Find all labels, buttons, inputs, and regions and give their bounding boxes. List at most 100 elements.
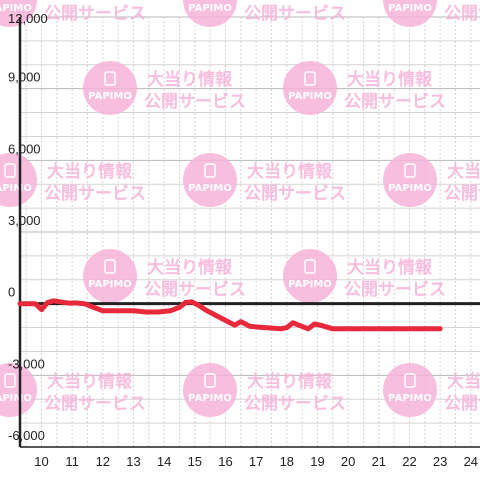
x-tick-label: 20 [341,454,355,469]
watermark-logo-circle [0,0,37,27]
x-tick-label: 11 [65,454,79,469]
watermark-line2: 公開サービス [444,184,480,204]
watermark-brand: PAPIMO [188,3,232,14]
watermark-line1: 大当り情報 [247,161,333,182]
watermark-logo-icon [4,373,16,388]
watermark-line2: 公開サービス [44,394,146,414]
watermark-logo-icon [404,373,416,388]
x-tick-label: 14 [157,454,171,469]
x-tick-label: 18 [280,454,294,469]
watermark-logo-icon [204,373,216,388]
watermark-line2: 公開サービス [344,92,446,112]
watermark-brand: PAPIMO [388,3,432,14]
y-tick-label: 3,000 [8,213,41,228]
watermark-line2: 公開サービス [44,184,146,204]
watermark-logo-circle [183,0,237,27]
x-tick-label: 15 [188,454,202,469]
watermark-line1: 大当り情報 [347,257,433,278]
watermark-logo-circle [283,61,337,115]
watermark-logo-icon [304,259,316,274]
watermark-pattern: PAPIMO大当り情報公開サービスPAPIMO大当り情報公開サービスPAPIMO… [0,0,480,417]
watermark-brand: PAPIMO [0,183,32,194]
watermark-line2: 公開サービス [244,184,346,204]
watermark-line2: 公開サービス [244,394,346,414]
watermark-logo-circle [183,153,237,207]
watermark-line1: 大当り情報 [447,161,480,182]
watermark-logo-icon [104,259,116,274]
watermark-logo-circle [0,153,37,207]
x-tick-label: 17 [249,454,263,469]
watermark-brand: PAPIMO [388,393,432,404]
watermark-brand: PAPIMO [0,393,32,404]
watermark-logo-circle [83,61,137,115]
watermark-line1: 大当り情報 [347,69,433,90]
watermark-line1: 大当り情報 [47,371,133,392]
watermark-logo-circle [383,363,437,417]
watermark-logo-circle [183,363,237,417]
series-layer [17,298,443,332]
x-tick-label: 21 [372,454,386,469]
watermark-brand: PAPIMO [0,3,32,14]
watermark-logo-icon [304,71,316,86]
watermark-brand: PAPIMO [288,279,332,290]
axes [18,17,480,448]
y-tick-label: -6,000 [8,428,45,443]
y-tick-label: 12,000 [8,11,48,26]
watermark-brand: PAPIMO [188,183,232,194]
x-tick-label: 19 [310,454,324,469]
watermark-line1: 大当り情報 [47,0,133,2]
watermark-line1: 大当り情報 [47,161,133,182]
watermark-brand: PAPIMO [88,91,132,102]
series-line [17,298,443,332]
y-tick-label: 0 [8,285,15,300]
watermark-logo-circle [0,363,37,417]
watermark-brand: PAPIMO [288,91,332,102]
tick-labels: -6,000 -3,000 0 3,000 6,000 9,000 12,000 10 11 12… [8,11,478,469]
x-tick-label: 10 [34,454,48,469]
x-tick-label: 16 [218,454,232,469]
watermark-line2: 公開サービス [344,280,446,300]
x-tick-label: 12 [96,454,110,469]
y-tick-label: -3,000 [8,356,45,371]
watermark-logo-icon [4,163,16,178]
watermark-line1: 大当り情報 [447,0,480,2]
watermark-logo-icon [404,163,416,178]
x-tick-label: 23 [433,454,447,469]
watermark-line1: 大当り情報 [247,0,333,2]
watermark-logo-circle [283,249,337,303]
watermark-line1: 大当り情報 [447,371,480,392]
watermark-line1: 大当り情報 [147,69,233,90]
watermark-logo-circle [383,153,437,207]
x-tick-label: 24 [464,454,478,469]
watermark-logo-icon [204,163,216,178]
watermark-line2: 公開サービス [444,394,480,414]
watermark-brand: PAPIMO [188,393,232,404]
x-tick-label: 22 [402,454,416,469]
watermark-line2: 公開サービス [444,4,480,24]
y-tick-label: 9,000 [8,70,41,85]
watermark-brand: PAPIMO [88,279,132,290]
y-tick-label: 6,000 [8,141,41,156]
watermark-line2: 公開サービス [44,4,146,24]
watermark-logo-circle [83,249,137,303]
watermark-line2: 公開サービス [144,280,246,300]
watermark-line1: 大当り情報 [147,257,233,278]
watermark-brand: PAPIMO [388,183,432,194]
x-tick-label: 13 [126,454,140,469]
watermark-logo-icon [104,71,116,86]
watermark-logo-circle [383,0,437,27]
